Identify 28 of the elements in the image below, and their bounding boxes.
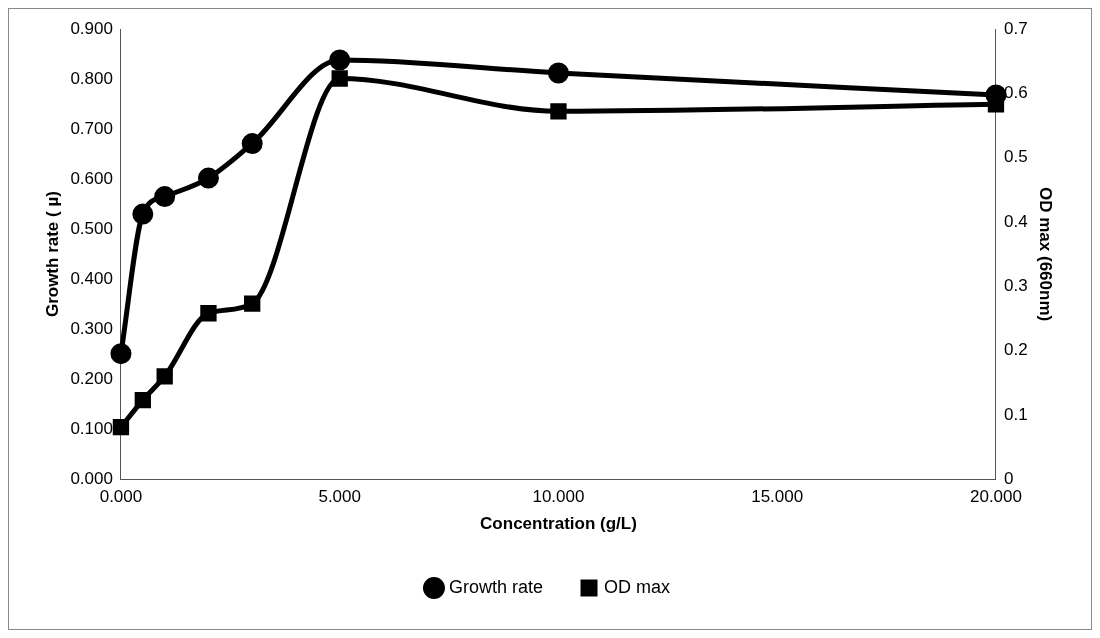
y-tick-label: 0.100 <box>70 418 113 438</box>
y2-tick-label: 0.7 <box>1003 18 1028 38</box>
y2-tick-label: 0.5 <box>1003 147 1028 167</box>
y-tick-label: 0.700 <box>70 118 113 138</box>
y-axis-title: Growth rate ( µ) <box>42 191 62 318</box>
x-tick-label: 20.000 <box>969 487 1022 507</box>
y-tick-label: 0.600 <box>70 168 113 188</box>
y2-tick-label: 0.4 <box>1003 211 1028 231</box>
x-tick-label: 10.000 <box>532 487 585 507</box>
y2-axis-title: OD max (660nm) <box>1036 187 1056 322</box>
legend-label: Growth rate <box>448 576 544 597</box>
x-axis-title: Concentration (g/L) <box>480 514 637 534</box>
y-tick-label: 0.400 <box>70 268 113 288</box>
y2-tick-label: 0.3 <box>1003 275 1028 295</box>
x-tick-label: 5.000 <box>318 487 361 507</box>
y-tick-label: 0.800 <box>70 68 113 88</box>
legend-label: OD max <box>604 576 671 597</box>
x-tick-label: 15.000 <box>751 487 804 507</box>
y2-tick-label: 0.6 <box>1003 83 1028 102</box>
y-tick-label: 0.200 <box>70 368 113 388</box>
y-tick-label: 0.000 <box>70 468 113 488</box>
y2-tick-label: 0 <box>1003 468 1014 488</box>
y2-tick-label: 0.1 <box>1003 404 1028 424</box>
y-tick-label: 0.500 <box>70 218 113 238</box>
x-tick-label: 0.000 <box>99 487 143 507</box>
y2-tick-label: 0.2 <box>1003 340 1028 360</box>
y-tick-label: 0.300 <box>70 318 113 338</box>
y-tick-label: 0.900 <box>70 18 113 38</box>
